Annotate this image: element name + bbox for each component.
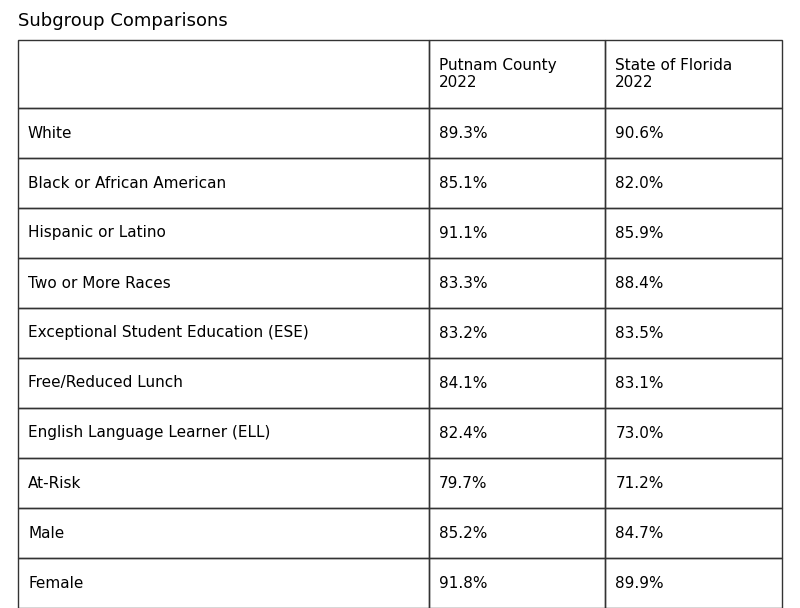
Text: 83.2%: 83.2%: [438, 325, 487, 340]
Text: Black or African American: Black or African American: [28, 176, 226, 190]
Bar: [18, 558, 429, 608]
Text: 88.4%: 88.4%: [615, 275, 664, 291]
Text: 71.2%: 71.2%: [615, 475, 664, 491]
Text: State of Florida
2022: State of Florida 2022: [615, 58, 733, 90]
Bar: [429, 358, 606, 408]
Bar: [18, 108, 429, 158]
Bar: [429, 508, 606, 558]
Bar: [606, 108, 782, 158]
Bar: [606, 308, 782, 358]
Bar: [429, 108, 606, 158]
Bar: [429, 40, 606, 108]
Text: Hispanic or Latino: Hispanic or Latino: [28, 226, 166, 241]
Bar: [429, 558, 606, 608]
Text: At-Risk: At-Risk: [28, 475, 82, 491]
Text: 83.5%: 83.5%: [615, 325, 664, 340]
Bar: [18, 40, 429, 108]
Text: 84.7%: 84.7%: [615, 525, 664, 541]
Bar: [606, 358, 782, 408]
Text: Two or More Races: Two or More Races: [28, 275, 170, 291]
Bar: [18, 508, 429, 558]
Bar: [606, 258, 782, 308]
Bar: [429, 258, 606, 308]
Text: 83.3%: 83.3%: [438, 275, 487, 291]
Bar: [606, 508, 782, 558]
Text: Female: Female: [28, 576, 83, 590]
Text: 85.1%: 85.1%: [438, 176, 487, 190]
Text: 85.2%: 85.2%: [438, 525, 487, 541]
Bar: [429, 208, 606, 258]
Bar: [18, 208, 429, 258]
Bar: [429, 308, 606, 358]
Bar: [606, 558, 782, 608]
Bar: [18, 258, 429, 308]
Text: 89.3%: 89.3%: [438, 125, 487, 140]
Text: Putnam County
2022: Putnam County 2022: [438, 58, 556, 90]
Bar: [606, 208, 782, 258]
Text: 91.1%: 91.1%: [438, 226, 487, 241]
Text: 84.1%: 84.1%: [438, 376, 487, 390]
Text: 82.4%: 82.4%: [438, 426, 487, 441]
Text: Male: Male: [28, 525, 64, 541]
Text: 73.0%: 73.0%: [615, 426, 664, 441]
Bar: [606, 40, 782, 108]
Bar: [606, 158, 782, 208]
Text: 90.6%: 90.6%: [615, 125, 664, 140]
Text: White: White: [28, 125, 73, 140]
Text: Exceptional Student Education (ESE): Exceptional Student Education (ESE): [28, 325, 309, 340]
Bar: [606, 408, 782, 458]
Text: 83.1%: 83.1%: [615, 376, 664, 390]
Text: 82.0%: 82.0%: [615, 176, 664, 190]
Text: 79.7%: 79.7%: [438, 475, 487, 491]
Bar: [18, 158, 429, 208]
Bar: [429, 158, 606, 208]
Bar: [18, 308, 429, 358]
Bar: [429, 408, 606, 458]
Text: 89.9%: 89.9%: [615, 576, 664, 590]
Bar: [18, 458, 429, 508]
Bar: [18, 358, 429, 408]
Text: 91.8%: 91.8%: [438, 576, 487, 590]
Text: 85.9%: 85.9%: [615, 226, 664, 241]
Bar: [18, 408, 429, 458]
Text: English Language Learner (ELL): English Language Learner (ELL): [28, 426, 270, 441]
Text: Subgroup Comparisons: Subgroup Comparisons: [18, 12, 228, 30]
Bar: [429, 458, 606, 508]
Bar: [606, 458, 782, 508]
Text: Free/Reduced Lunch: Free/Reduced Lunch: [28, 376, 183, 390]
